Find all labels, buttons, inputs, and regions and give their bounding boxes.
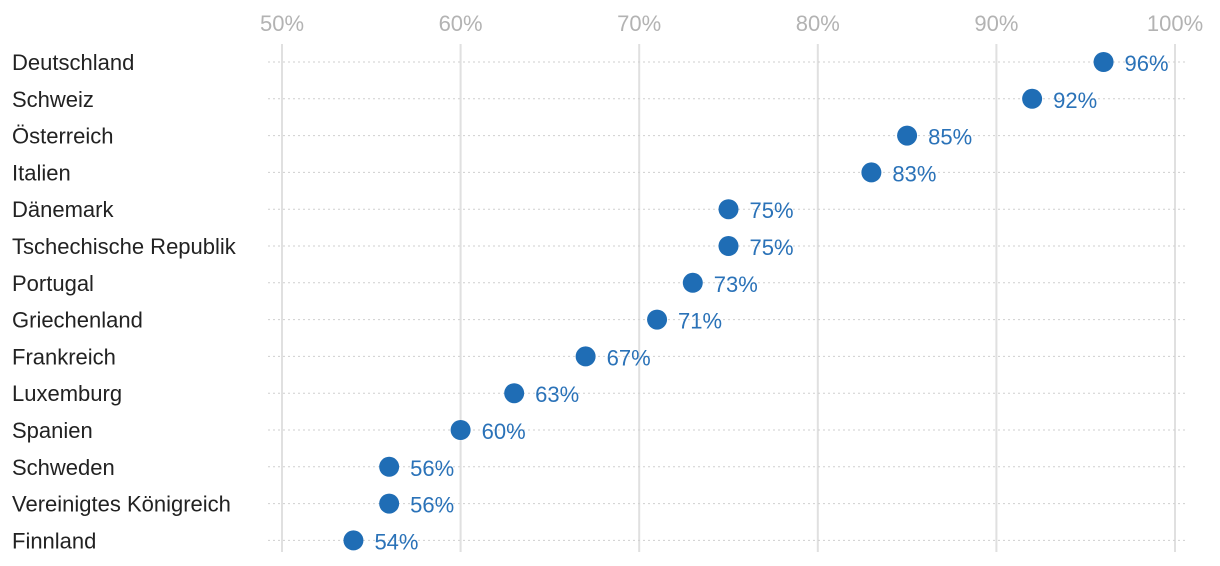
data-point [450, 420, 471, 440]
data-point [379, 493, 400, 514]
data-point [682, 272, 703, 293]
value-label: 54% [374, 529, 418, 554]
category-label: Schweiz [12, 87, 94, 112]
data-point [1022, 88, 1043, 109]
value-label: 96% [1125, 51, 1169, 76]
value-label: 63% [535, 382, 579, 407]
data-point [897, 125, 918, 146]
value-label: 60% [482, 419, 526, 444]
category-label: Tschechische Republik [12, 234, 237, 259]
category-label: Finnland [12, 528, 96, 553]
x-tick-label: 60% [439, 11, 483, 36]
category-label: Luxemburg [12, 381, 122, 406]
x-tick-label: 90% [974, 11, 1018, 36]
data-point [718, 236, 739, 256]
value-label: 75% [750, 235, 794, 260]
category-label: Italien [12, 160, 71, 185]
category-label: Portugal [12, 271, 94, 296]
data-point [504, 383, 525, 404]
category-label: Vereinigtes Königreich [12, 492, 231, 517]
row-guides [268, 61, 1188, 541]
data-point [343, 530, 364, 551]
value-label: 83% [892, 161, 936, 186]
gridlines [281, 44, 1176, 552]
value-label: 56% [410, 493, 454, 518]
x-tick-label: 70% [617, 11, 661, 36]
value-label: 67% [607, 345, 651, 370]
category-label: Deutschland [12, 50, 134, 75]
x-axis-ticks: 50% 60% 70% 80% 90% 100% [260, 11, 1203, 36]
category-labels: Deutschland Schweiz Österreich Italien Dänem… [12, 50, 237, 553]
value-labels: 96% 92% 85% 83% 75% 75% 73% 71% 67% 63% 60% 56% 56% 5… [374, 51, 1168, 554]
category-label: Schweden [12, 455, 115, 480]
value-label: 75% [750, 198, 794, 223]
value-label: 56% [410, 456, 454, 481]
value-label: 71% [678, 309, 722, 334]
data-point [379, 456, 400, 477]
category-label: Österreich [12, 124, 113, 149]
data-points [343, 52, 1114, 551]
x-tick-label: 80% [796, 11, 840, 36]
category-label: Spanien [12, 418, 93, 443]
data-point [861, 162, 882, 183]
category-label: Dänemark [12, 197, 114, 222]
x-tick-label: 50% [260, 11, 304, 36]
data-point [575, 346, 596, 367]
value-label: 73% [714, 272, 758, 297]
value-label: 85% [928, 125, 972, 150]
data-point [718, 199, 739, 220]
data-point [1093, 52, 1114, 72]
category-label: Frankreich [12, 344, 116, 369]
data-point [647, 309, 668, 330]
x-tick-label: 100% [1147, 11, 1203, 36]
category-label: Griechenland [12, 308, 143, 333]
value-label: 92% [1053, 88, 1097, 113]
